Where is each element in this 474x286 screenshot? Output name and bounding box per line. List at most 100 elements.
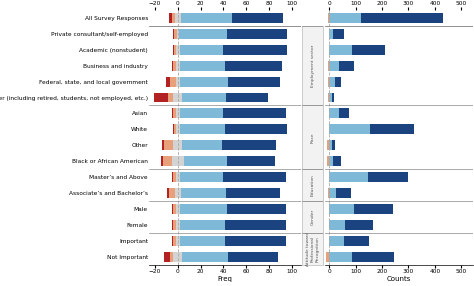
Bar	[173, 204, 176, 214]
Bar	[173, 220, 176, 230]
Bar	[172, 61, 173, 71]
Bar	[328, 77, 329, 87]
Bar	[328, 236, 329, 246]
Bar	[329, 140, 331, 150]
Bar	[338, 61, 355, 71]
Bar	[352, 45, 385, 55]
Bar	[329, 220, 345, 230]
Bar	[180, 172, 223, 182]
Text: Race: Race	[311, 132, 315, 143]
Bar	[174, 45, 176, 55]
Bar	[228, 204, 286, 214]
Bar	[329, 236, 344, 246]
Bar	[180, 61, 225, 71]
Bar	[170, 252, 173, 261]
Bar	[226, 93, 268, 102]
Bar	[179, 29, 227, 39]
Bar	[174, 29, 177, 39]
Bar	[177, 29, 179, 39]
Bar	[173, 252, 182, 261]
Bar	[169, 188, 175, 198]
Bar	[328, 188, 329, 198]
Bar	[172, 108, 173, 118]
Bar	[361, 13, 443, 23]
Bar	[176, 236, 180, 246]
Bar	[173, 172, 176, 182]
Bar	[223, 108, 286, 118]
Bar	[329, 172, 368, 182]
Bar	[176, 45, 180, 55]
Bar	[180, 220, 225, 230]
Bar	[163, 156, 172, 166]
Bar	[331, 93, 334, 102]
Bar	[328, 140, 329, 150]
Bar	[329, 156, 333, 166]
Bar	[172, 156, 183, 166]
Bar	[326, 252, 329, 261]
Bar	[226, 188, 280, 198]
Bar	[333, 29, 344, 39]
Bar	[328, 124, 329, 134]
Bar	[173, 45, 174, 55]
Bar	[176, 61, 180, 71]
Bar	[176, 172, 180, 182]
Bar	[228, 252, 278, 261]
Bar	[228, 77, 281, 87]
Bar	[172, 220, 173, 230]
Bar	[329, 124, 370, 134]
Bar	[329, 13, 361, 23]
Bar	[183, 156, 227, 166]
Bar	[223, 172, 286, 182]
Bar	[181, 13, 232, 23]
Bar	[302, 201, 323, 233]
Bar	[329, 93, 331, 102]
Bar	[232, 13, 283, 23]
Bar	[328, 93, 329, 102]
Bar	[176, 204, 180, 214]
Bar	[222, 140, 276, 150]
Bar	[227, 29, 287, 39]
Bar	[329, 204, 355, 214]
Bar	[176, 220, 180, 230]
Bar	[173, 61, 176, 71]
Bar	[180, 204, 228, 214]
Bar	[175, 13, 181, 23]
Bar	[180, 124, 225, 134]
Bar	[180, 45, 223, 55]
Bar	[328, 156, 329, 166]
Bar	[161, 156, 163, 166]
Bar	[225, 220, 286, 230]
Bar	[176, 108, 180, 118]
Bar	[302, 169, 323, 201]
Bar	[302, 233, 323, 265]
Bar	[328, 204, 329, 214]
Bar	[180, 236, 225, 246]
Bar	[180, 77, 228, 87]
Bar	[329, 45, 352, 55]
Bar	[302, 26, 323, 106]
Bar	[167, 93, 173, 102]
Bar	[352, 252, 394, 261]
Bar	[173, 93, 182, 102]
Bar	[182, 140, 222, 150]
Bar	[328, 172, 329, 182]
Bar	[227, 156, 275, 166]
Bar	[225, 124, 287, 134]
Bar	[164, 140, 173, 150]
Bar	[173, 108, 176, 118]
Bar	[175, 188, 181, 198]
X-axis label: Counts: Counts	[387, 277, 411, 283]
Bar	[335, 77, 341, 87]
Bar	[329, 108, 338, 118]
Bar	[225, 61, 282, 71]
Bar	[174, 124, 176, 134]
Bar	[328, 13, 329, 23]
Bar	[173, 140, 182, 150]
Bar	[170, 77, 175, 87]
Text: Employment sector: Employment sector	[311, 45, 315, 87]
Bar	[355, 204, 392, 214]
Bar	[182, 93, 226, 102]
Bar	[329, 29, 333, 39]
Bar	[167, 188, 169, 198]
Bar	[162, 140, 164, 150]
